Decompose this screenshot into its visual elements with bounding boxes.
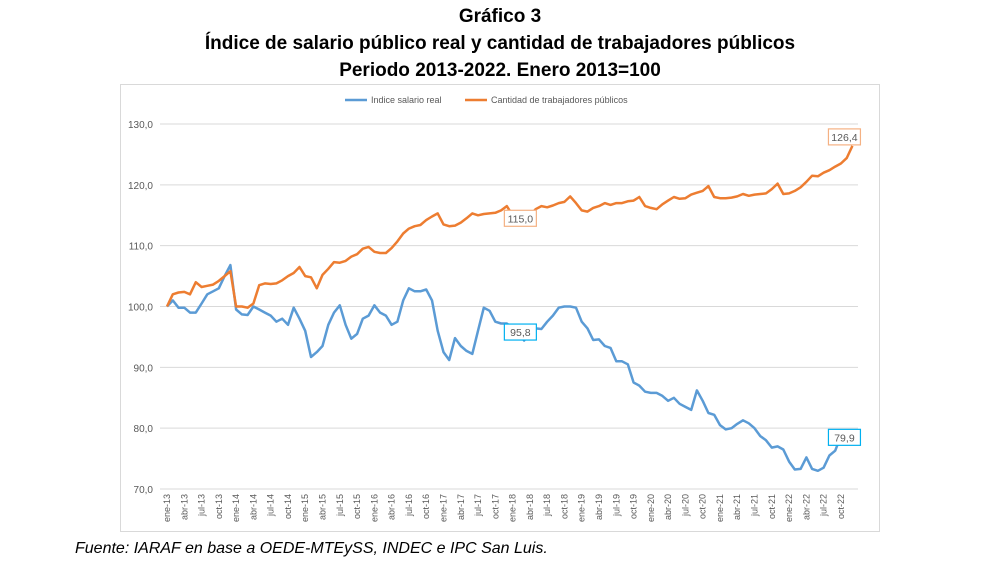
x-tick-label: ene-14 [231,494,241,522]
x-tick-label: jul-15 [335,494,345,517]
x-tick-label: oct-14 [283,494,293,519]
x-tick-label: ene-16 [369,494,379,522]
x-tick-label: jul-19 [611,494,621,517]
legend-label: Indice salario real [371,95,442,105]
x-tick-label: oct-21 [767,494,777,519]
x-tick-label: abr-18 [525,494,535,520]
x-tick-label: ene-19 [577,494,587,522]
x-tick-label: jul-13 [197,494,207,517]
x-tick-label: jul-22 [819,494,829,517]
chart-title: Índice de salario público real y cantida… [204,33,796,54]
x-tick-label: ene-13 [162,494,172,522]
x-tick-label: abr-21 [732,494,742,520]
y-tick-label: 110,0 [129,242,154,253]
data-label: 126,4 [831,132,857,144]
data-label: 95,8 [510,327,531,339]
x-tick-label: oct-16 [421,494,431,519]
data-label-box [827,428,862,446]
y-tick-label: 90,0 [134,363,154,374]
data-label-box [503,323,537,341]
x-tick-label: abr-13 [179,494,189,520]
legend-label: Cantidad de trabajadores públicos [491,95,628,105]
x-tick-label: abr-20 [663,494,673,520]
data-label-box [503,209,537,227]
chart-subtitle: Periodo 2013-2022. Enero 2013=100 [339,60,661,81]
x-tick-label: oct-20 [698,494,708,519]
x-tick-label: ene-22 [784,494,794,522]
x-tick-label: ene-15 [300,494,310,522]
x-tick-label: jul-14 [266,494,276,517]
x-tick-label: oct-15 [352,494,362,519]
y-tick-label: 120,0 [128,181,153,192]
x-tick-label: ene-20 [646,494,656,522]
data-label: 115,0 [508,213,534,225]
x-tick-label: jul-17 [473,494,483,517]
y-tick-label: 130,0 [128,120,153,131]
x-tick-label: abr-16 [387,494,397,520]
chart-number: Gráfico 3 [458,6,542,27]
x-tick-label: abr-17 [456,494,466,520]
x-tick-label: jul-20 [680,494,690,517]
x-tick-label: jul-16 [404,494,414,517]
x-tick-label: oct-18 [559,494,569,519]
data-label: 79,9 [834,432,855,444]
data-label-box [827,128,862,146]
chart-area [120,84,880,532]
x-tick-label: abr-15 [318,494,328,520]
source-note: Fuente: IARAF en base a OEDE-MTEySS, IND… [75,540,548,557]
y-tick-label: 100,0 [128,303,153,314]
x-tick-label: oct-13 [214,494,224,519]
x-tick-label: ene-17 [438,494,448,522]
x-tick-label: abr-14 [248,494,258,520]
x-tick-label: abr-19 [594,494,604,520]
x-tick-label: oct-17 [490,494,500,519]
series-salary-line [166,263,854,473]
x-tick-label: jul-18 [542,494,552,517]
y-tick-label: 70,0 [134,485,154,496]
x-tick-label: abr-22 [801,494,811,520]
x-tick-label: ene-18 [508,494,518,522]
x-tick-label: jul-21 [750,494,760,517]
x-tick-label: oct-22 [836,494,846,519]
x-tick-label: ene-21 [715,494,725,522]
x-tick-label: oct-19 [629,494,639,519]
y-tick-label: 80,0 [134,424,154,435]
